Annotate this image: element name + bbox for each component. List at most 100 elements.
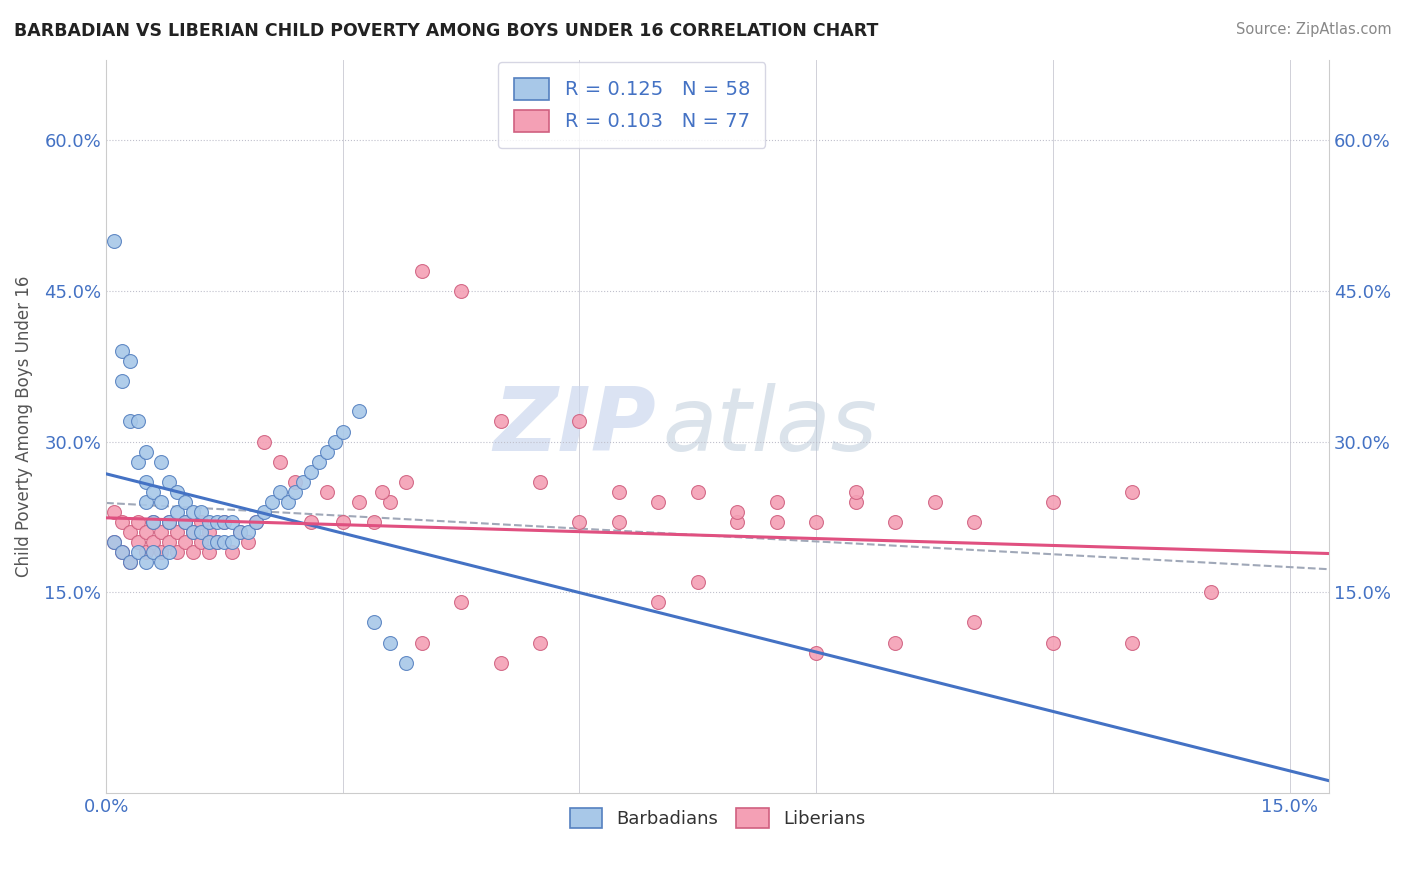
Text: ZIP: ZIP: [494, 383, 657, 470]
Point: [103, 535, 125, 549]
Text: Source: ZipAtlas.com: Source: ZipAtlas.com: [1236, 22, 1392, 37]
Point: [190, 505, 212, 519]
Point: [299, 515, 322, 529]
Point: [229, 524, 252, 539]
Point: [299, 465, 322, 479]
Point: [804, 646, 827, 660]
Point: [142, 535, 165, 549]
Point: [118, 524, 141, 539]
Point: [111, 545, 134, 559]
Point: [221, 545, 243, 559]
Point: [450, 284, 472, 298]
Point: [214, 515, 236, 529]
Point: [963, 615, 986, 630]
Point: [150, 555, 173, 569]
Point: [135, 495, 157, 509]
Point: [686, 575, 709, 590]
Point: [118, 414, 141, 428]
Point: [323, 434, 346, 449]
Point: [395, 475, 418, 489]
Point: [221, 515, 243, 529]
Point: [1199, 585, 1222, 599]
Point: [142, 545, 165, 559]
Point: [166, 484, 188, 499]
Point: [150, 545, 173, 559]
Legend: Barbadians, Liberians: Barbadians, Liberians: [562, 800, 873, 836]
Point: [284, 475, 307, 489]
Point: [607, 515, 630, 529]
Point: [245, 515, 267, 529]
Point: [111, 545, 134, 559]
Point: [450, 595, 472, 609]
Point: [103, 234, 125, 248]
Point: [725, 505, 748, 519]
Point: [197, 515, 219, 529]
Point: [142, 515, 165, 529]
Text: BARBADIAN VS LIBERIAN CHILD POVERTY AMONG BOYS UNDER 16 CORRELATION CHART: BARBADIAN VS LIBERIAN CHILD POVERTY AMON…: [14, 22, 879, 40]
Point: [205, 535, 228, 549]
Point: [118, 555, 141, 569]
Point: [190, 524, 212, 539]
Point: [157, 545, 180, 559]
Point: [157, 515, 180, 529]
Y-axis label: Child Poverty Among Boys Under 16: Child Poverty Among Boys Under 16: [15, 276, 32, 577]
Point: [884, 515, 907, 529]
Point: [127, 545, 149, 559]
Point: [111, 515, 134, 529]
Point: [245, 515, 267, 529]
Point: [174, 515, 197, 529]
Point: [686, 484, 709, 499]
Point: [489, 414, 512, 428]
Point: [347, 404, 370, 418]
Point: [135, 524, 157, 539]
Point: [197, 524, 219, 539]
Point: [157, 475, 180, 489]
Point: [127, 455, 149, 469]
Point: [111, 344, 134, 359]
Point: [332, 425, 354, 439]
Point: [118, 555, 141, 569]
Point: [118, 354, 141, 368]
Point: [1121, 484, 1143, 499]
Point: [277, 495, 299, 509]
Point: [347, 495, 370, 509]
Point: [884, 635, 907, 649]
Point: [292, 475, 315, 489]
Point: [269, 484, 291, 499]
Point: [127, 535, 149, 549]
Point: [1042, 495, 1064, 509]
Point: [371, 484, 394, 499]
Point: [142, 484, 165, 499]
Point: [963, 515, 986, 529]
Point: [135, 545, 157, 559]
Point: [174, 535, 197, 549]
Point: [174, 515, 197, 529]
Point: [253, 434, 276, 449]
Point: [236, 535, 259, 549]
Point: [135, 475, 157, 489]
Point: [190, 535, 212, 549]
Point: [568, 414, 591, 428]
Point: [260, 495, 283, 509]
Point: [111, 374, 134, 388]
Point: [765, 495, 787, 509]
Point: [214, 535, 236, 549]
Point: [1121, 635, 1143, 649]
Point: [142, 515, 165, 529]
Point: [150, 455, 173, 469]
Point: [316, 484, 339, 499]
Point: [924, 495, 946, 509]
Point: [489, 656, 512, 670]
Point: [363, 515, 385, 529]
Point: [150, 524, 173, 539]
Point: [845, 484, 868, 499]
Point: [150, 495, 173, 509]
Point: [363, 615, 385, 630]
Point: [135, 555, 157, 569]
Point: [236, 524, 259, 539]
Point: [181, 524, 204, 539]
Point: [214, 515, 236, 529]
Point: [284, 484, 307, 499]
Point: [332, 515, 354, 529]
Point: [103, 505, 125, 519]
